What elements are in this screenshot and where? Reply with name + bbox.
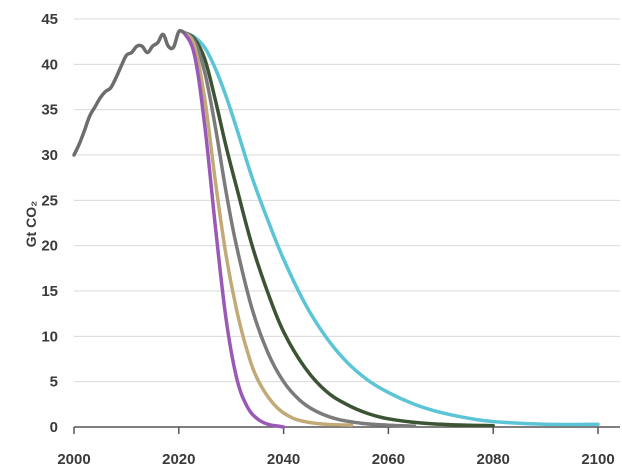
y-axis-label: Gt CO₂ xyxy=(23,201,39,248)
series-line-4 xyxy=(182,30,417,428)
y-tick-label-45: 45 xyxy=(41,11,58,28)
x-tick-label-2100: 2100 xyxy=(581,451,614,468)
x-tick-label-2080: 2080 xyxy=(477,451,510,468)
y-tick-label-40: 40 xyxy=(41,56,58,73)
x-tick-label-2020: 2020 xyxy=(162,451,195,468)
y-tick-label-10: 10 xyxy=(41,328,58,345)
x-axis-tick-labels: 2000 2020 2040 2060 2080 2100 xyxy=(57,451,614,468)
series-line-2 xyxy=(182,30,286,429)
series-line-6 xyxy=(182,30,600,427)
x-axis xyxy=(73,426,620,434)
y-tick-label-35: 35 xyxy=(41,102,58,119)
y-tick-label-5: 5 xyxy=(50,374,58,391)
series-line-3 xyxy=(182,30,354,427)
series-line-5 xyxy=(182,30,495,428)
y-tick-label-30: 30 xyxy=(41,147,58,164)
y-tick-label-0: 0 xyxy=(50,419,58,436)
y-tick-label-15: 15 xyxy=(41,283,58,300)
gridlines xyxy=(74,18,620,383)
series-lines xyxy=(72,28,600,429)
x-tick-label-2040: 2040 xyxy=(267,451,300,468)
series-line-1 xyxy=(72,28,186,157)
y-tick-label-20: 20 xyxy=(41,238,58,255)
y-axis-tick-labels: 0 5 10 15 20 25 30 35 40 45 xyxy=(41,11,58,436)
x-tick-label-2060: 2060 xyxy=(372,451,405,468)
y-tick-label-25: 25 xyxy=(41,192,58,209)
x-tick-label-2000: 2000 xyxy=(57,451,90,468)
